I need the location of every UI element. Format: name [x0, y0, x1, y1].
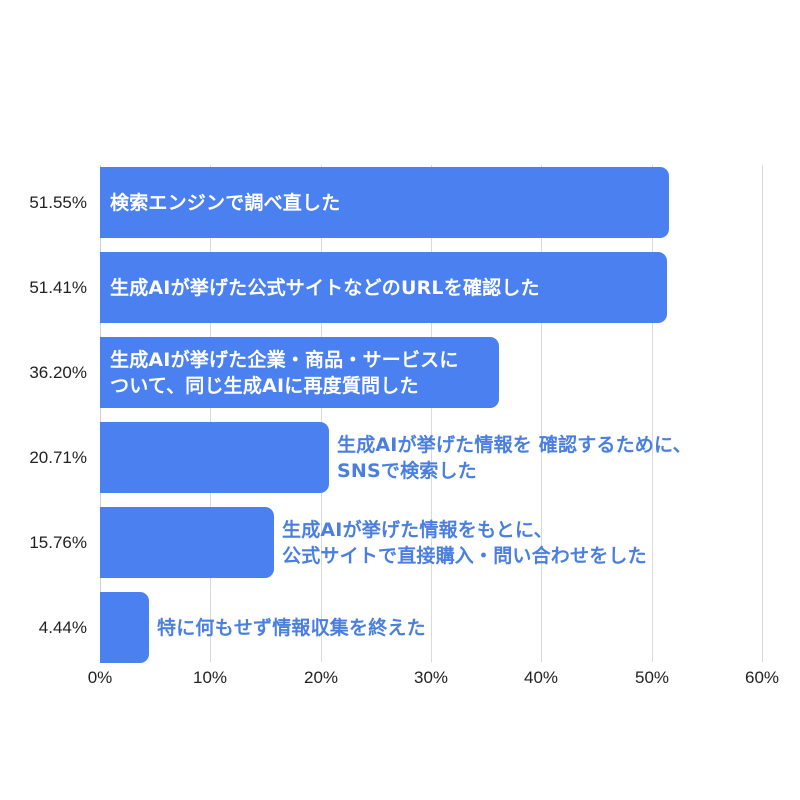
bar-row: 51.55% 検索エンジンで調べ直した: [0, 167, 800, 238]
bar-row: 20.71% 生成AIが挙げた情報を 確認するために、 SNSで検索した: [0, 422, 800, 493]
bar-row: 51.41% 生成AIが挙げた公式サイトなどのURLを確認した: [0, 252, 800, 323]
category-label-line: 生成AIが挙げた情報を 確認するために、: [337, 433, 692, 456]
bar: [100, 337, 500, 408]
x-tick-label: 60%: [744, 668, 780, 687]
value-label: 4.44%: [38, 618, 87, 637]
bar-row: 36.20% 生成AIが挙げた企業・商品・サービスに ついて、同じ生成AIに再度質問…: [0, 337, 800, 408]
category-label: 生成AIが挙げた企業・商品・サービスに ついて、同じ生成AIに再度質問した: [110, 337, 459, 408]
category-label: 生成AIが挙げた公式サイトなどのURLを確認した: [110, 252, 540, 323]
gridline: [210, 165, 211, 662]
gridline: [431, 165, 432, 662]
category-label-line: 公式サイトで直接購入・問い合わせをした: [282, 544, 647, 567]
value-label: 36.20%: [29, 363, 87, 382]
x-tick-label: 10%: [192, 668, 228, 687]
gridline: [652, 165, 653, 662]
bar-row: 15.76% 生成AIが挙げた情報をもとに、公式サイトで直接購入・問い合わせをした: [0, 507, 800, 578]
category-label-line: 生成AIが挙げた公式サイトなどのURLを確認した: [110, 276, 540, 299]
x-tick-label: 0%: [87, 668, 113, 687]
gridline: [100, 165, 101, 662]
x-tick-label: 40%: [523, 668, 559, 687]
bar: [100, 507, 274, 578]
value-label: 51.55%: [29, 193, 87, 212]
gridline: [762, 165, 763, 662]
category-label-line: 検索エンジンで調べ直した: [110, 191, 341, 214]
bar: [100, 592, 149, 663]
x-tick-label: 20%: [303, 668, 339, 687]
category-label-line: SNSで検索した: [337, 459, 477, 482]
category-label: 検索エンジンで調べ直した: [110, 167, 340, 238]
category-label-line: 生成AIが挙げた情報をもとに、: [282, 518, 553, 541]
category-label-line: 特に何もせず情報収集を終えた: [157, 616, 426, 639]
bar: [100, 252, 668, 323]
category-label: 特に何もせず情報収集を終えた: [157, 592, 426, 663]
x-tick-label: 30%: [413, 668, 449, 687]
gridline: [541, 165, 542, 662]
bar-row: 4.44% 特に何もせず情報収集を終えた: [0, 592, 800, 663]
bar: [100, 167, 669, 238]
x-tick-label: 50%: [634, 668, 670, 687]
value-label: 20.71%: [29, 448, 87, 467]
category-label-line: 生成AIが挙げた企業・商品・サービスに: [110, 348, 459, 371]
bar: [100, 422, 329, 493]
category-label-line: ついて、同じ生成AIに再度質問した: [110, 374, 419, 397]
value-label: 15.76%: [29, 533, 87, 552]
category-label: 生成AIが挙げた情報を 確認するために、 SNSで検索した: [337, 422, 692, 493]
category-label: 生成AIが挙げた情報をもとに、公式サイトで直接購入・問い合わせをした: [282, 507, 647, 578]
gridline: [321, 165, 322, 662]
value-label: 51.41%: [29, 278, 87, 297]
